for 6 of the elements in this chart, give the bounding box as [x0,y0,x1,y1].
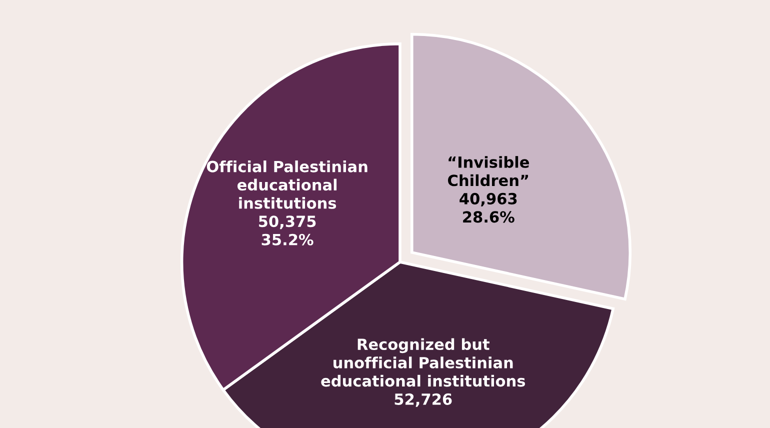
slice-label: “Invisible Children” [448,156,529,186]
data-label: 52,726 [394,393,452,407]
data-label: 50,375 35.2% [259,216,316,246]
slice-label: Recognized but unofficial Palestinian educational institutions [321,338,526,387]
slice-label: Official Palestinian educational institutions [206,160,368,209]
data-label: 40,963 28.6% [460,192,517,223]
